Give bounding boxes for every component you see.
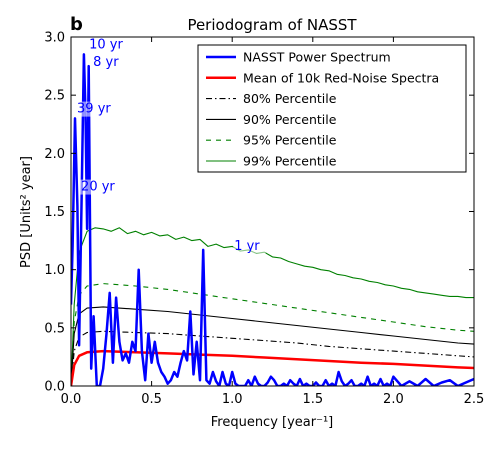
legend-label: Mean of 10k Red-Noise Spectra	[243, 70, 439, 85]
x-tick-label: 0.0	[61, 392, 82, 407]
series-line-2	[71, 330, 474, 386]
chart-title: Periodogram of NASST	[187, 16, 357, 34]
y-axis-label: PSD [Units² year]	[19, 156, 34, 268]
x-axis-label: Frequency [year⁻¹]	[211, 415, 334, 430]
y-tick-label: 0.5	[44, 321, 65, 336]
x-tick-label: 1.0	[222, 392, 243, 407]
x-tick-label: 2.5	[464, 392, 485, 407]
annotation-bg	[80, 179, 121, 195]
y-tick-label: 2.5	[44, 89, 65, 104]
annotation-bg	[88, 37, 129, 53]
annotation-label: 1 yr	[233, 238, 266, 254]
annotation-text: 1 yr	[234, 239, 260, 254]
y-tick-label: 3.0	[44, 31, 65, 46]
annotation-text: 20 yr	[81, 180, 115, 195]
series-line-0	[71, 53, 474, 386]
legend: NASST Power Spectrum Mean of 10k Red-Nois…	[197, 44, 467, 173]
annotation-text: 8 yr	[93, 55, 119, 70]
annotation-bg	[233, 238, 266, 254]
annotation-text: 10 yr	[89, 38, 123, 53]
y-tick-label: 1.0	[44, 263, 65, 278]
legend-label: 80% Percentile	[243, 91, 337, 106]
annotation-bg	[92, 55, 125, 71]
series-line-3	[71, 306, 474, 386]
annotation-label: 20 yr	[80, 179, 121, 195]
annotation-label: 8 yr	[92, 55, 125, 71]
legend-label: 95% Percentile	[243, 133, 337, 148]
series-line-4	[71, 283, 474, 386]
panel-label: b	[70, 14, 83, 35]
legend-label: 90% Percentile	[243, 112, 337, 127]
legend-label: NASST Power Spectrum	[243, 50, 391, 65]
annotation-label: 10 yr	[88, 37, 129, 53]
plot-area: 0.0 0.5 1.0 1.5 2.0 2.5 0.0 0.5 1.0 1.5 2.0 2.5 3.0 1…	[44, 31, 484, 408]
y-tick-label: 0.0	[44, 380, 65, 395]
annotation-text: 39 yr	[77, 102, 111, 117]
series-group	[71, 53, 474, 386]
y-tick-label: 2.0	[44, 147, 65, 162]
y-tick-label: 1.5	[44, 205, 65, 220]
legend-box	[197, 44, 467, 173]
x-tick-label: 2.0	[383, 392, 404, 407]
legend-label: 99% Percentile	[243, 154, 337, 169]
series-line-1	[71, 349, 474, 386]
annotation-label: 39 yr	[76, 101, 117, 117]
annotation-bg	[76, 101, 117, 117]
x-tick-label: 0.5	[141, 392, 162, 407]
x-tick-label: 1.5	[302, 392, 323, 407]
series-line-5	[71, 227, 474, 386]
